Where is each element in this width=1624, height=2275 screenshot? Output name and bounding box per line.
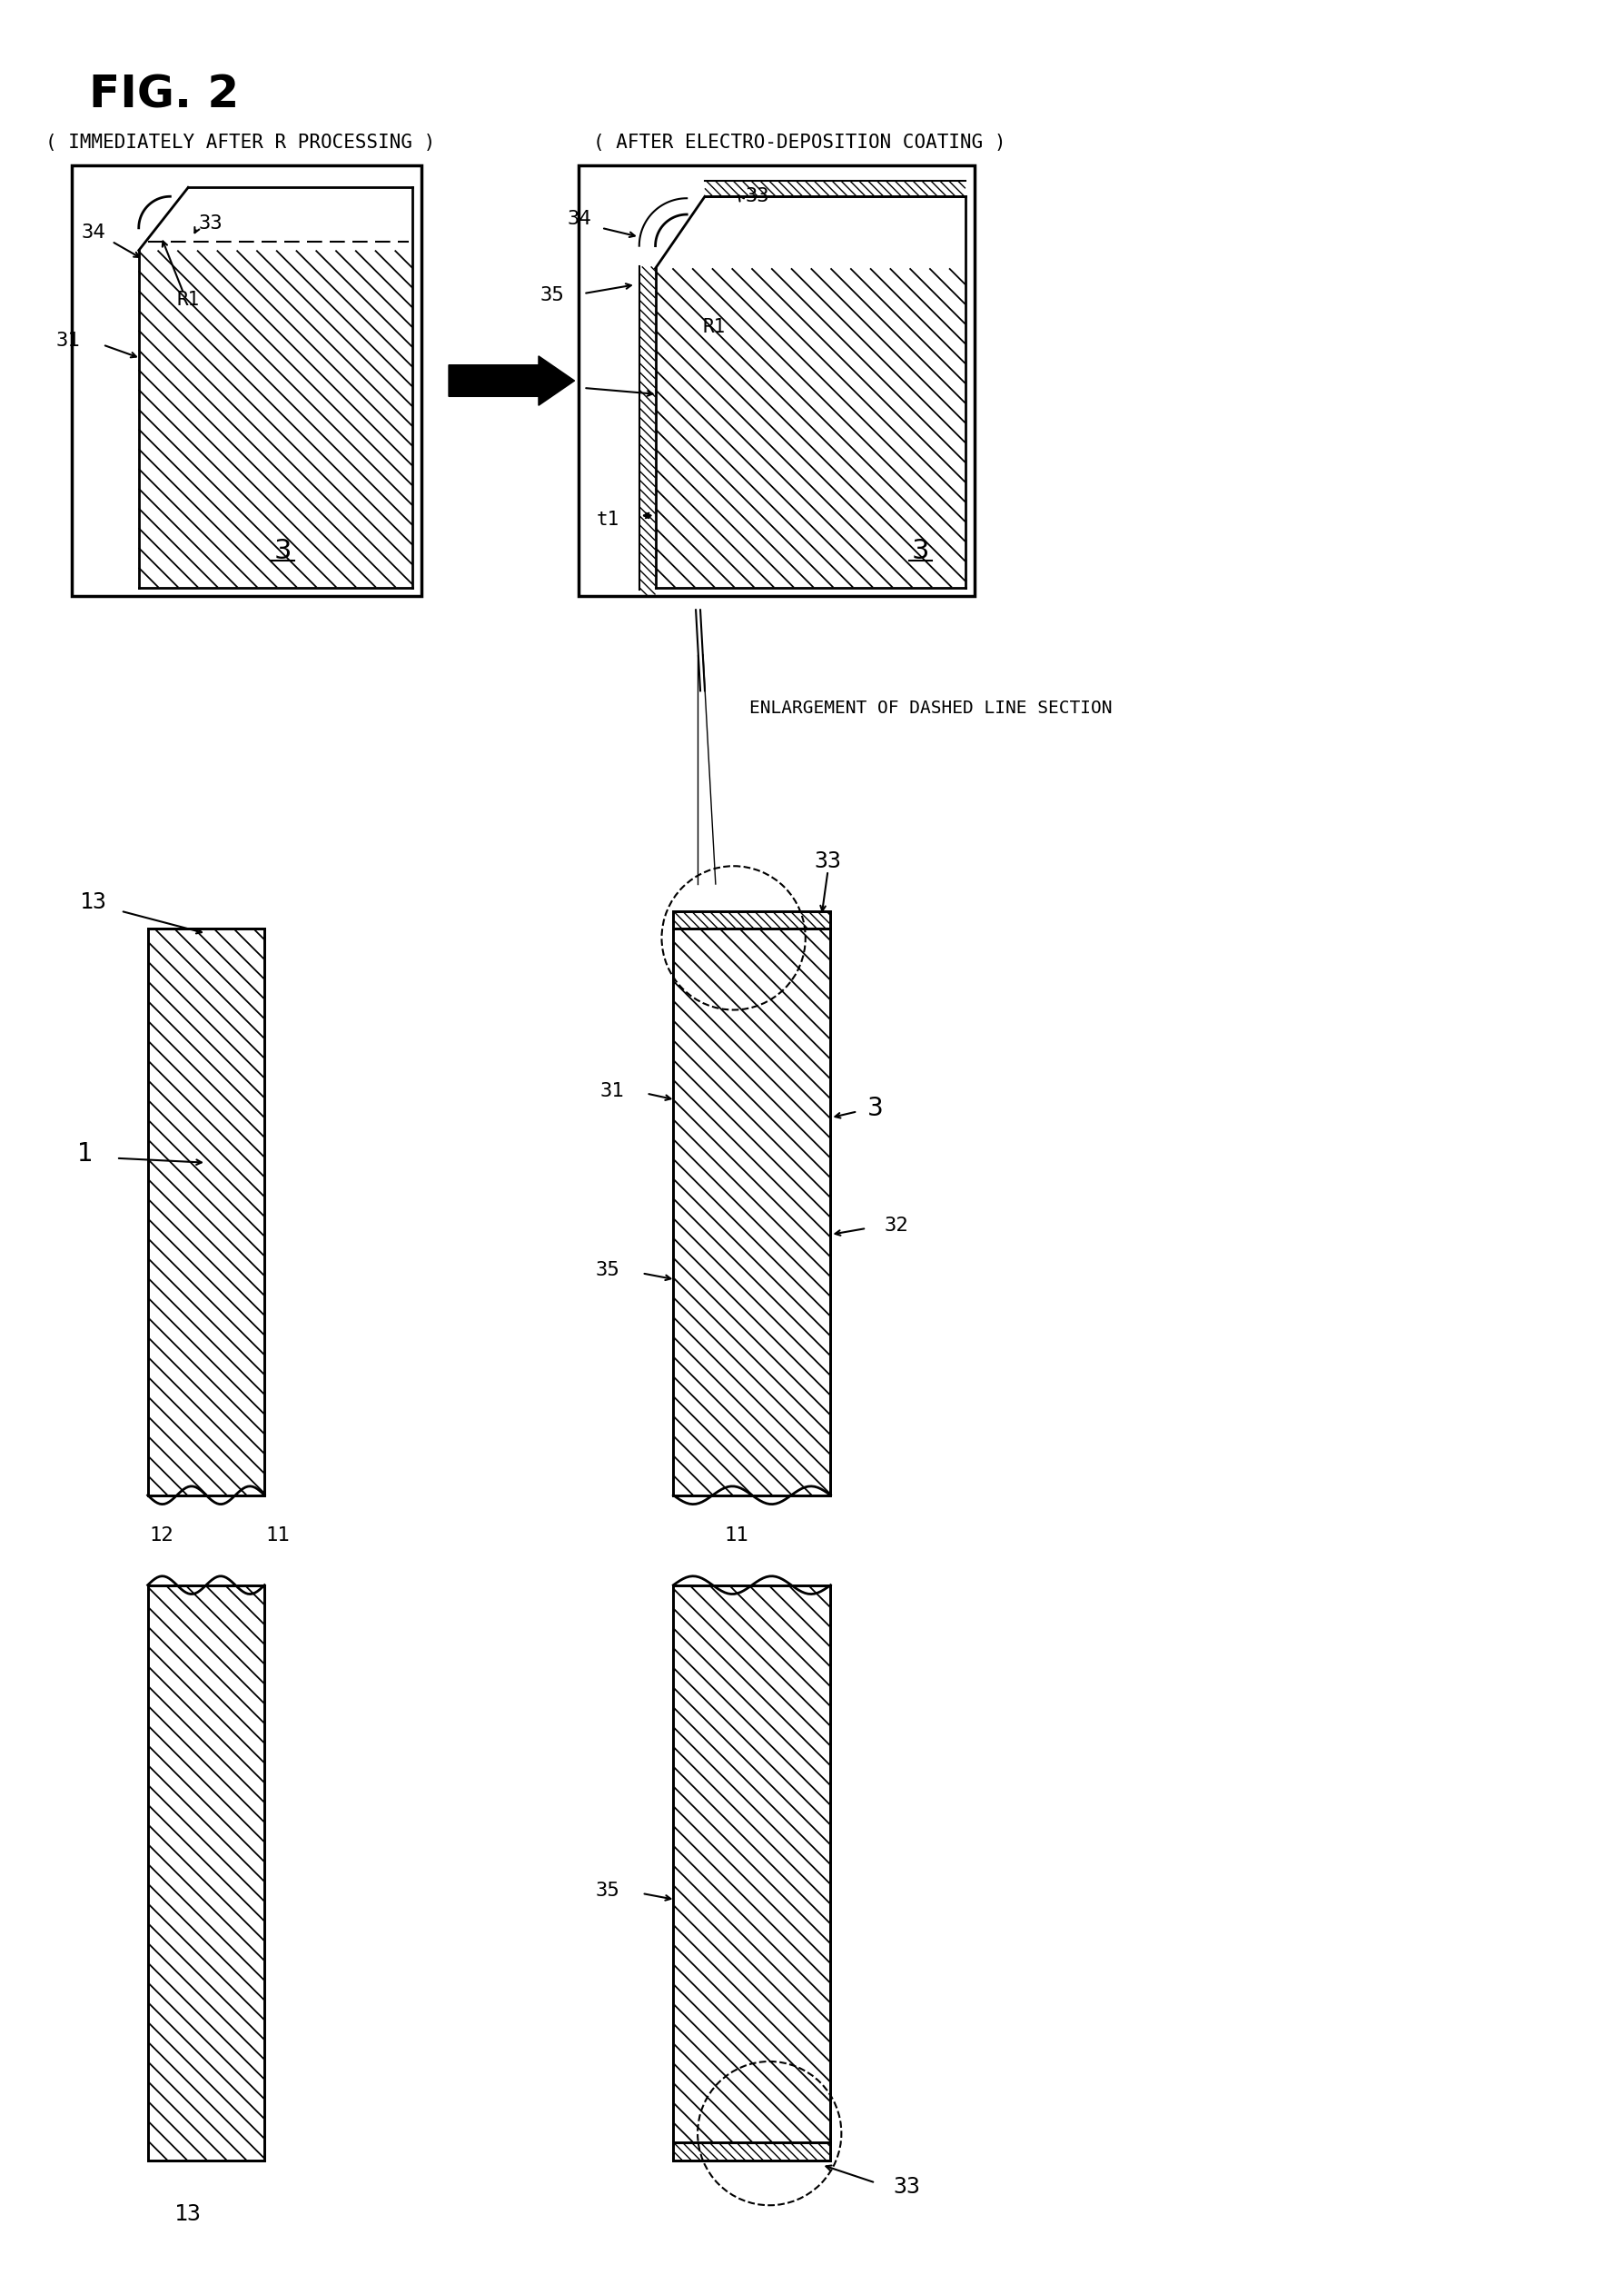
Text: 34: 34 xyxy=(567,209,591,228)
Text: R1: R1 xyxy=(177,291,200,309)
Text: 35: 35 xyxy=(594,1260,619,1279)
Text: 11: 11 xyxy=(266,1527,291,1545)
Text: 3: 3 xyxy=(274,539,291,564)
Text: 31: 31 xyxy=(599,1081,624,1099)
FancyArrow shape xyxy=(448,355,575,405)
Text: ENLARGEMENT OF DASHED LINE SECTION: ENLARGEMENT OF DASHED LINE SECTION xyxy=(750,701,1112,717)
Text: 13: 13 xyxy=(174,2204,201,2225)
Polygon shape xyxy=(71,166,422,596)
Polygon shape xyxy=(580,166,974,596)
Text: FIG. 2: FIG. 2 xyxy=(89,73,239,116)
Text: 33: 33 xyxy=(893,2177,921,2198)
Text: 33: 33 xyxy=(198,214,222,232)
Text: 12: 12 xyxy=(149,1527,174,1545)
Text: 33: 33 xyxy=(745,187,770,205)
Text: 35: 35 xyxy=(594,1881,619,1900)
Text: 1: 1 xyxy=(76,1142,93,1167)
Text: ( IMMEDIATELY AFTER R PROCESSING ): ( IMMEDIATELY AFTER R PROCESSING ) xyxy=(45,134,435,152)
Text: 34: 34 xyxy=(81,223,106,241)
Text: R1: R1 xyxy=(702,319,726,337)
Text: 3: 3 xyxy=(911,539,929,564)
Text: 13: 13 xyxy=(80,892,107,912)
Text: 11: 11 xyxy=(724,1527,749,1545)
Text: 31: 31 xyxy=(523,375,547,394)
Text: 35: 35 xyxy=(539,287,564,305)
Text: 32: 32 xyxy=(885,1217,909,1235)
Text: 31: 31 xyxy=(57,332,80,350)
Text: t1: t1 xyxy=(596,512,619,530)
Text: ( AFTER ELECTRO-DEPOSITION COATING ): ( AFTER ELECTRO-DEPOSITION COATING ) xyxy=(593,134,1005,152)
Text: 3: 3 xyxy=(867,1097,883,1122)
Text: 33: 33 xyxy=(814,851,841,874)
